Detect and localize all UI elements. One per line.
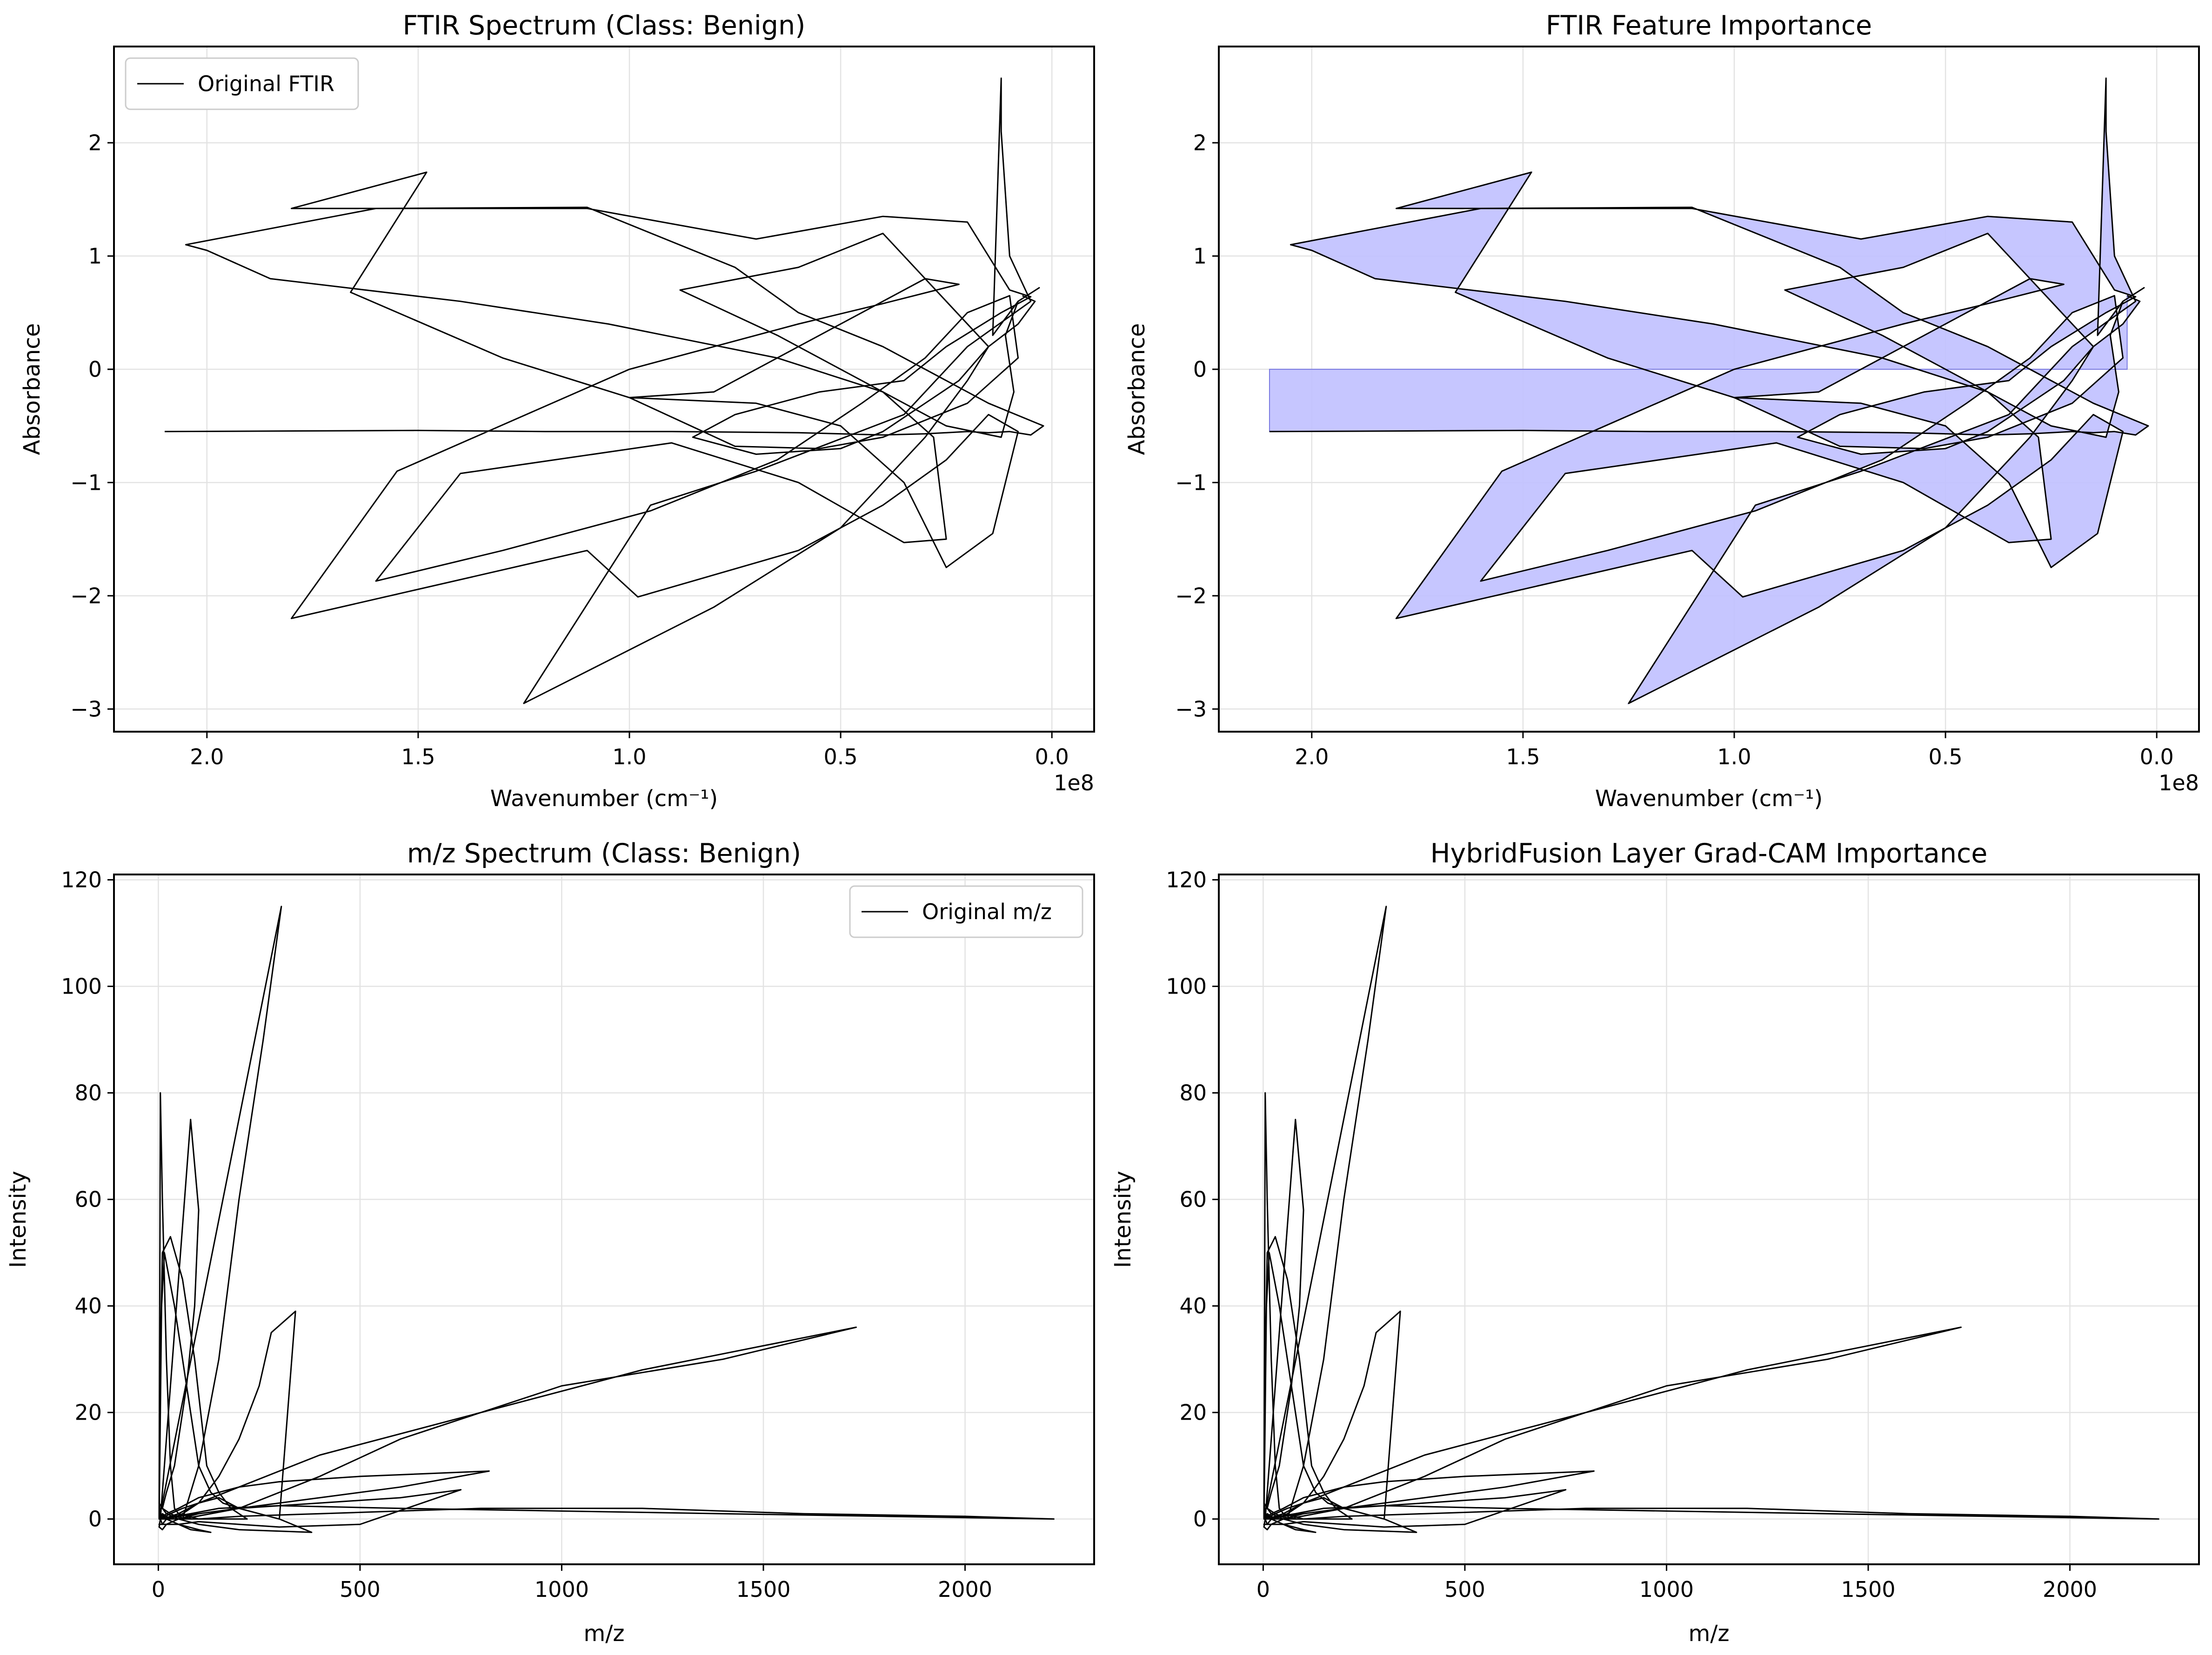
legend-label: Original FTIR: [198, 71, 334, 96]
x-tick-label: 0.5: [1929, 744, 1963, 769]
x-tick-label: 1000: [535, 1577, 589, 1602]
x-tick-label: 1.5: [401, 744, 435, 769]
x-tick-label: 500: [1444, 1577, 1485, 1602]
y-tick-label: 120: [61, 867, 102, 892]
x-axis-label: m/z: [583, 1621, 624, 1647]
y-tick-label: −1: [70, 470, 102, 495]
axes-frame: [113, 46, 1095, 733]
y-tick-label: 2: [88, 130, 102, 155]
y-tick-label: −2: [1175, 583, 1207, 608]
x-tick-label: 2000: [2043, 1577, 2097, 1602]
y-tick-label: 60: [74, 1187, 102, 1212]
x-axis-label: Wavenumber (cm⁻¹): [490, 786, 718, 812]
panel-mz-spectrum: 0 500 1000 1500 2000 0 20 40 60 80 100 120 m/z Spect…: [5, 838, 1095, 1647]
y-tick-label: 0: [88, 1507, 102, 1532]
importance-fill-area: [1269, 78, 2150, 705]
x-tick-label: 0.5: [824, 744, 858, 769]
chart-title: HybridFusion Layer Grad-CAM Importance: [1430, 838, 1988, 869]
legend-label: Original m/z: [922, 899, 1052, 924]
y-tick-label: 20: [74, 1400, 102, 1425]
x-offset-label: 1e8: [1054, 770, 1094, 795]
legend: Original FTIR: [125, 57, 359, 110]
y-tick-label: 1: [1193, 243, 1207, 268]
series-line: [1263, 906, 2159, 1533]
x-tick-label: 2.0: [1295, 744, 1329, 769]
y-tick-label: 20: [1179, 1400, 1207, 1425]
legend-box: [125, 57, 359, 110]
series-line: [158, 906, 1055, 1533]
plot-area: [164, 77, 1044, 704]
y-axis-label: Intensity: [1110, 1171, 1136, 1268]
x-tick-label: 0: [152, 1577, 165, 1602]
x-tick-label: 1.5: [1506, 744, 1540, 769]
series-line: [1269, 77, 2149, 704]
y-tick-label: 120: [1166, 867, 1207, 892]
panel-hybridfusion-gradcam: 0 500 1000 1500 2000 0 20 40 60 80 100 120 HybridFus…: [1110, 838, 2200, 1647]
legend: Original m/z: [849, 885, 1083, 938]
grid: [114, 874, 1094, 1564]
y-tick-label: −3: [1175, 696, 1207, 721]
x-tick-label: 2000: [938, 1577, 992, 1602]
series-line: [164, 77, 1044, 704]
y-tick-label: 60: [1179, 1187, 1207, 1212]
x-tick-label: 2.0: [190, 744, 224, 769]
x-tick-label: 0: [1256, 1577, 1270, 1602]
y-tick-label: 80: [74, 1081, 102, 1106]
y-axis-label: Intensity: [5, 1171, 31, 1268]
x-tick-label: 0.0: [1035, 744, 1069, 769]
plot-area: [1263, 906, 2159, 1533]
y-tick-label: 0: [88, 357, 102, 382]
y-tick-label: 0: [1193, 1507, 1207, 1532]
y-tick-label: 100: [61, 974, 102, 999]
y-tick-label: 40: [1179, 1294, 1207, 1319]
x-tick-label: 1500: [736, 1577, 790, 1602]
panel-ftir-importance: 2.0 1.5 1.0 0.5 0.0 −3 −2 −1 0 1 2 1e8 FTIR Feature …: [1124, 10, 2200, 812]
y-tick-label: −2: [70, 583, 102, 608]
x-tick-label: 1.0: [1717, 744, 1751, 769]
axes-frame: [1218, 46, 2200, 733]
y-tick-label: 0: [1193, 357, 1207, 382]
plot-area: [158, 906, 1055, 1533]
axes-frame: [113, 874, 1095, 1565]
x-axis-label: m/z: [1688, 1621, 1729, 1647]
x-tick-label: 1500: [1841, 1577, 1895, 1602]
y-tick-label: 100: [1166, 974, 1207, 999]
x-tick-label: 1000: [1639, 1577, 1694, 1602]
grid: [1219, 874, 2199, 1564]
grid: [114, 47, 1094, 732]
x-offset-label: 1e8: [2159, 770, 2199, 795]
x-tick-label: 1.0: [612, 744, 646, 769]
plot-area: [1269, 77, 2150, 705]
y-tick-label: 1: [88, 243, 102, 268]
y-axis-label: Absorbance: [1124, 323, 1150, 455]
x-tick-label: 0.0: [2140, 744, 2174, 769]
panel-ftir-spectrum: 2.0 1.5 1.0 0.5 0.0 −3 −2 −1 0 1 2 1e8 FTIR Spectrum…: [19, 10, 1095, 812]
x-tick-label: 500: [340, 1577, 381, 1602]
chart-title: FTIR Feature Importance: [1546, 10, 1872, 41]
y-tick-label: 80: [1179, 1081, 1207, 1106]
chart-title: FTIR Spectrum (Class: Benign): [403, 10, 806, 41]
axes-frame: [1218, 874, 2200, 1565]
y-tick-label: −3: [70, 696, 102, 721]
x-axis-label: Wavenumber (cm⁻¹): [1595, 786, 1823, 812]
y-axis-label: Absorbance: [19, 323, 45, 455]
chart-title: m/z Spectrum (Class: Benign): [407, 838, 801, 869]
y-tick-label: −1: [1175, 470, 1207, 495]
y-tick-label: 40: [74, 1294, 102, 1319]
legend-box: [849, 885, 1083, 938]
y-tick-label: 2: [1193, 130, 1207, 155]
